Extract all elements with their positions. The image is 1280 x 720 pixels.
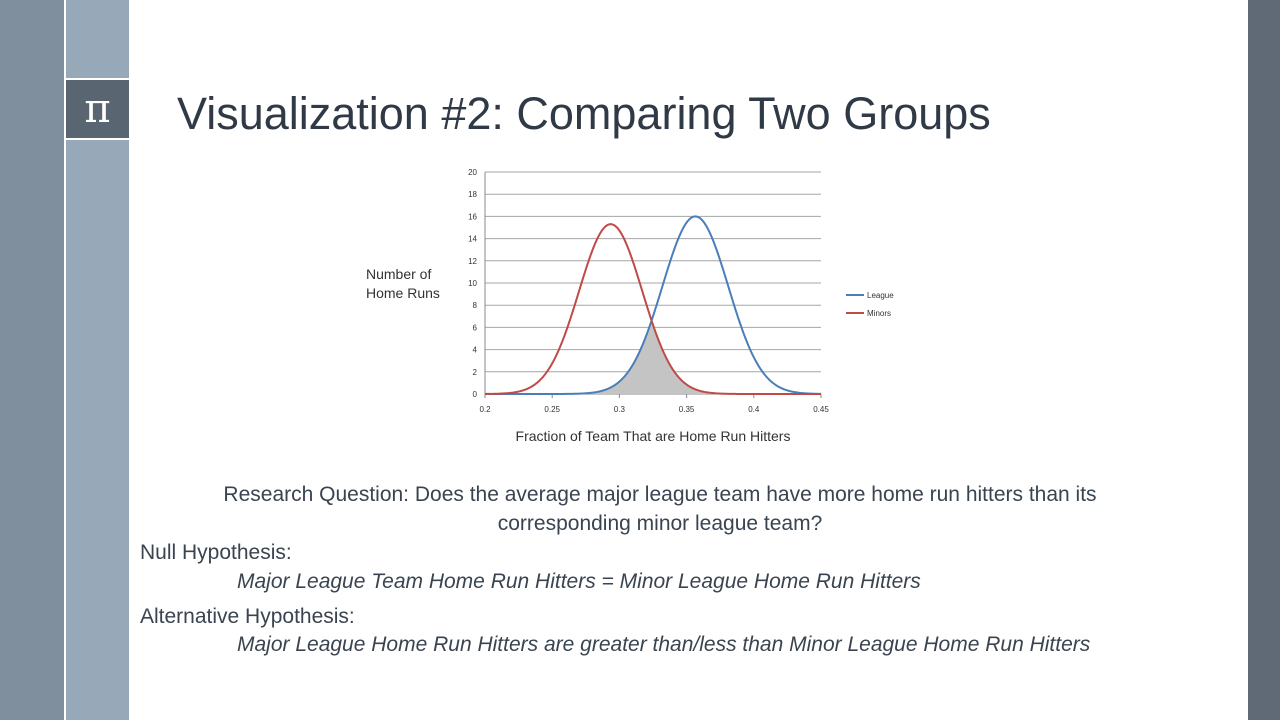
sidebar-divider — [64, 0, 66, 720]
right-sidebar-band — [1248, 0, 1280, 720]
x-tick-0.45: 0.45 — [813, 405, 829, 414]
y-axis-label-line1: Number of — [366, 266, 431, 282]
y-tick-2: 2 — [473, 368, 478, 377]
null-hypothesis-label: Null Hypothesis: — [140, 541, 292, 564]
y-tick-10: 10 — [468, 279, 477, 288]
x-tick-0.3: 0.3 — [614, 405, 626, 414]
series-line-league — [485, 215, 822, 395]
x-axis-label: Fraction of Team That are Home Run Hitte… — [516, 428, 791, 444]
null-hypothesis-text: Major League Team Home Run Hitters = Min… — [237, 570, 921, 593]
y-tick-14: 14 — [468, 235, 477, 244]
left-sidebar-band — [0, 0, 64, 720]
slide-title: Visualization #2: Comparing Two Groups — [177, 88, 991, 139]
x-tick-labels: 0.2 0.25 0.3 0.35 0.4 0.45 — [479, 405, 829, 414]
x-tick-0.2: 0.2 — [479, 405, 491, 414]
x-tick-0.25: 0.25 — [544, 405, 560, 414]
legend-label-league: League — [867, 291, 894, 300]
y-tick-18: 18 — [468, 190, 477, 199]
legend-label-minors: Minors — [867, 309, 891, 318]
chart-legend: League Minors — [846, 291, 894, 318]
x-tick-0.4: 0.4 — [748, 405, 760, 414]
alternative-hypothesis-text: Major League Home Run Hitters are greate… — [237, 633, 1091, 656]
series-line-minors — [484, 223, 821, 395]
y-tick-12: 12 — [468, 257, 477, 266]
y-tick-labels: 0 2 4 6 8 10 12 14 16 18 20 — [468, 168, 477, 399]
x-tick-0.35: 0.35 — [679, 405, 695, 414]
y-tick-4: 4 — [473, 346, 478, 355]
pi-icon: π — [66, 78, 129, 140]
research-question: Research Question: Does the average majo… — [223, 483, 1097, 535]
y-tick-20: 20 — [468, 168, 477, 177]
pi-glyph: π — [84, 86, 111, 132]
y-tick-6: 6 — [473, 323, 478, 332]
y-axis-label-line2: Home Runs — [366, 285, 440, 301]
y-tick-8: 8 — [473, 301, 478, 310]
overlap-area — [485, 321, 821, 394]
y-tick-0: 0 — [473, 390, 478, 399]
y-tick-16: 16 — [468, 212, 477, 221]
alternative-hypothesis-label: Alternative Hypothesis: — [140, 605, 355, 628]
chart-grid — [484, 171, 822, 398]
